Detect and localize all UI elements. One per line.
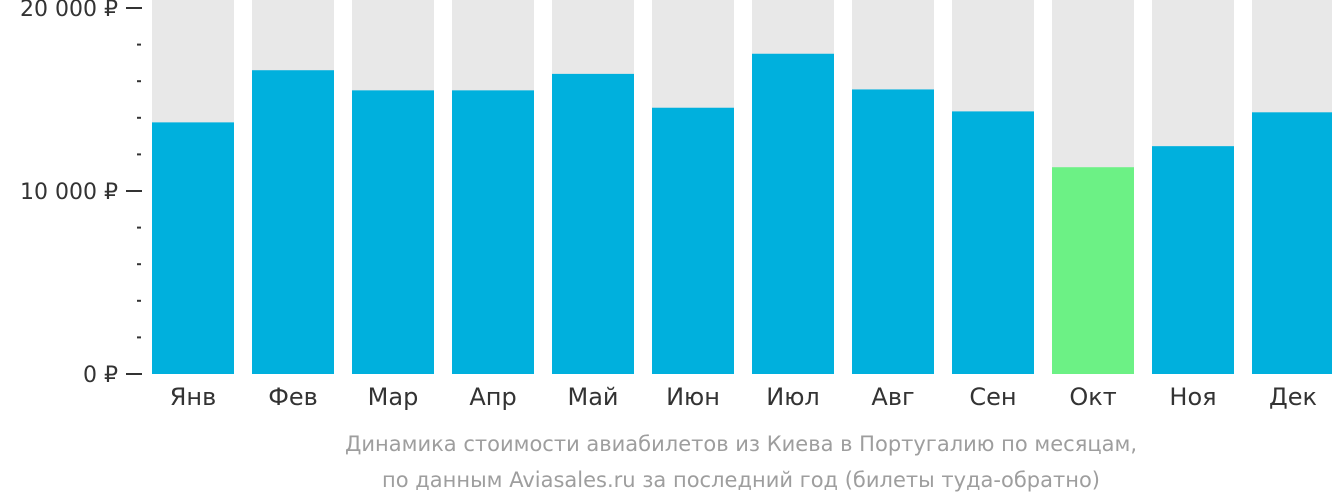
x-tick-label: Фев bbox=[268, 383, 318, 411]
x-tick-label: Апр bbox=[469, 383, 516, 411]
x-tick-label: Май bbox=[567, 383, 618, 411]
bars bbox=[152, 53, 1332, 375]
x-tick-label: Июл bbox=[766, 383, 820, 411]
y-axis: 0 ₽ 10 000 ₽ 20 000 ₽ bbox=[20, 0, 142, 388]
bar bbox=[352, 90, 434, 374]
bar bbox=[1252, 112, 1332, 374]
bar bbox=[852, 89, 934, 374]
y-tick-label: 10 000 ₽ bbox=[20, 180, 118, 205]
x-axis-labels: Янв Фев Мар Апр Май Июн Июл Авг Сен Окт Ноя Дек bbox=[170, 383, 1317, 411]
x-tick-label: Мар bbox=[368, 383, 419, 411]
x-tick-label: Окт bbox=[1069, 383, 1116, 411]
chart-caption-line-2: по данным Aviasales.ru за последний год … bbox=[382, 468, 1100, 492]
bar bbox=[552, 73, 634, 374]
bar bbox=[652, 107, 734, 375]
bar bbox=[952, 111, 1034, 375]
x-tick-label: Янв bbox=[170, 383, 217, 411]
bar bbox=[1152, 146, 1234, 374]
bar bbox=[452, 90, 534, 374]
chart-caption-line-1: Динамика стоимости авиабилетов из Киева … bbox=[344, 432, 1138, 456]
y-tick-label: 20 000 ₽ bbox=[20, 0, 118, 22]
x-tick-label: Дек bbox=[1269, 383, 1317, 411]
bar bbox=[752, 53, 834, 374]
x-tick-label: Ноя bbox=[1169, 383, 1216, 411]
y-tick-label: 0 ₽ bbox=[83, 363, 118, 388]
x-tick-label: Июн bbox=[666, 383, 720, 411]
bar bbox=[1052, 167, 1134, 374]
bar bbox=[152, 122, 234, 374]
x-tick-label: Авг bbox=[871, 383, 914, 411]
bar bbox=[252, 70, 334, 374]
x-tick-label: Сен bbox=[969, 383, 1016, 411]
